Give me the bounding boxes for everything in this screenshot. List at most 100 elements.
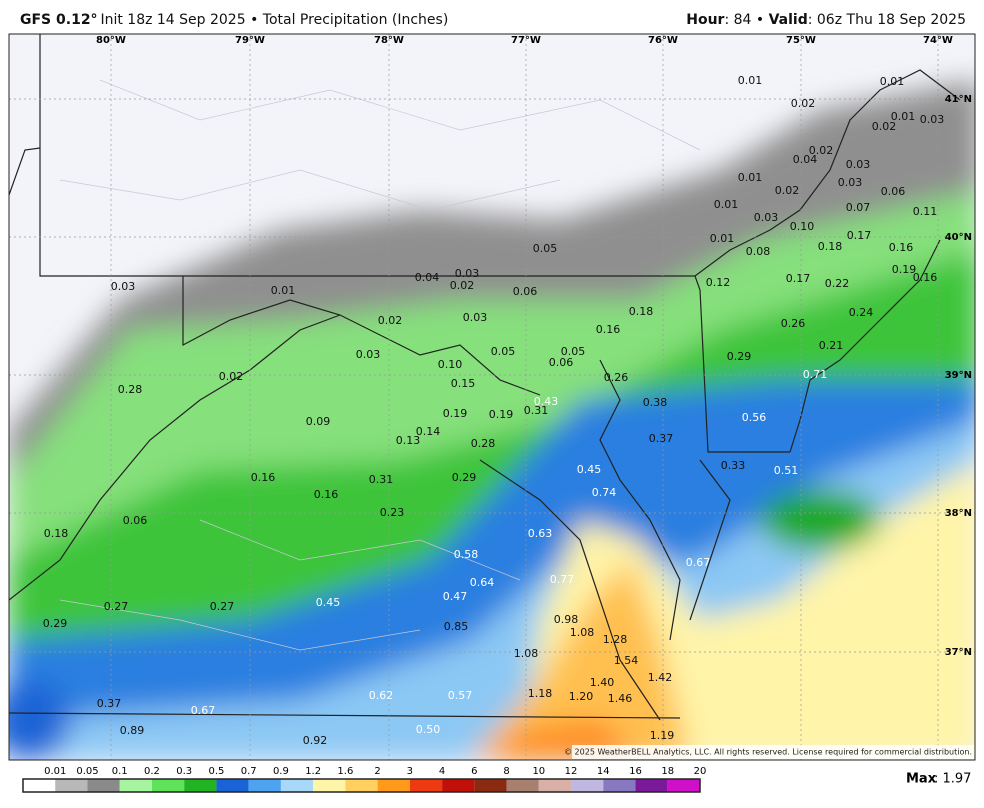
colorbar-tick: 0.2 xyxy=(144,766,160,777)
colorbar-cell xyxy=(506,779,539,792)
colorbar-tick: 18 xyxy=(661,766,674,777)
precip-value: 0.17 xyxy=(786,272,811,285)
colorbar-tick: 0.05 xyxy=(76,766,98,777)
max-label: Max xyxy=(906,772,937,787)
colorbar-tick: 12 xyxy=(565,766,578,777)
precip-value: 0.47 xyxy=(443,590,468,603)
precip-value: 0.05 xyxy=(491,345,516,358)
precip-value: 0.17 xyxy=(847,229,872,242)
colorbar-tick: 2 xyxy=(374,766,380,777)
valid-label: Valid xyxy=(768,12,808,28)
precip-field xyxy=(9,34,975,760)
colorbar-cell xyxy=(345,779,378,792)
colorbar-cell xyxy=(216,779,249,792)
lon-label: 78°W xyxy=(374,35,404,46)
colorbar-cell xyxy=(538,779,572,792)
precip-value: 0.77 xyxy=(550,573,575,586)
precip-value: 0.05 xyxy=(533,242,558,255)
map-frame xyxy=(8,33,976,761)
precip-value: 0.01 xyxy=(891,110,916,123)
precip-value: 0.18 xyxy=(818,240,843,253)
precip-value: 0.06 xyxy=(123,514,148,527)
lon-label: 74°W xyxy=(923,35,953,46)
colorbar-cell xyxy=(571,779,604,792)
footer: 0.01 0.05 0.1 0.2 0.3 0.5 0.7 0.9 1.2 1.6 2 3 4 6 8 10 1… xyxy=(22,766,971,793)
hour-label: Hour xyxy=(686,12,725,28)
colorbar: 0.01 0.05 0.1 0.2 0.3 0.5 0.7 0.9 1.2 1.6 2 3 4 6 8 10 1… xyxy=(22,766,707,793)
max-value: : 1.97 xyxy=(934,772,971,787)
copyright-box xyxy=(572,745,974,759)
valid-time: Hour: 84 • Valid: 06z Thu 18 Sep 2025 xyxy=(686,12,966,28)
colorbar-tick: 3 xyxy=(407,766,413,777)
precip-value: 1.18 xyxy=(528,687,553,700)
precip-value: 0.03 xyxy=(754,211,779,224)
colorbar-tick: 0.7 xyxy=(241,766,257,777)
precip-value: 0.02 xyxy=(450,279,475,292)
precip-value: 0.27 xyxy=(104,600,129,613)
precip-value: 0.31 xyxy=(524,404,549,417)
precip-value: 0.15 xyxy=(451,377,476,390)
colorbar-cell xyxy=(667,779,700,792)
colorbar-cell xyxy=(23,779,56,792)
precip-value: 0.03 xyxy=(356,348,381,361)
precip-value: 0.02 xyxy=(809,144,834,157)
precip-value: 0.03 xyxy=(455,267,480,280)
precip-value: 0.67 xyxy=(686,556,711,569)
colorbar-cell xyxy=(55,779,88,792)
colorbar-tick: 1.2 xyxy=(305,766,321,777)
precip-value: 0.33 xyxy=(721,459,746,472)
colorbar-tick: 14 xyxy=(597,766,610,777)
precip-value: 0.12 xyxy=(706,276,731,289)
colorbar-tick: 10 xyxy=(532,766,545,777)
precip-value: 0.18 xyxy=(629,305,654,318)
precip-value: 0.27 xyxy=(210,600,235,613)
precip-value: 0.51 xyxy=(774,464,799,477)
colorbar-tick: 20 xyxy=(694,766,707,777)
header: GFS 0.12° Init 18z 14 Sep 2025 • Total P… xyxy=(0,0,984,34)
precip-value: 0.07 xyxy=(846,201,871,214)
precip-value: 1.42 xyxy=(648,671,673,684)
map: 80°W 79°W 78°W 77°W 76°W 75°W 74°W 41°N 40°N 39°N… xyxy=(8,33,976,761)
lat-label: 38°N xyxy=(945,508,972,519)
precip-value: 0.01 xyxy=(710,232,735,245)
precip-value: 0.14 xyxy=(416,425,441,438)
precip-value: 0.16 xyxy=(251,471,276,484)
precip-value: 0.63 xyxy=(528,527,553,540)
precip-value: 0.06 xyxy=(549,356,574,369)
lon-label: 75°W xyxy=(786,35,816,46)
lon-label: 80°W xyxy=(96,35,126,46)
precip-value: 0.05 xyxy=(561,345,586,358)
precip-value: 0.62 xyxy=(369,689,394,702)
precip-value: 0.74 xyxy=(592,486,617,499)
colorbar-cell xyxy=(280,779,314,792)
colorbar-tick: 0.9 xyxy=(273,766,289,777)
precip-value: 0.02 xyxy=(378,314,403,327)
precip-value: 0.22 xyxy=(825,277,850,290)
precip-value: 0.57 xyxy=(448,689,473,702)
colorbar-cell xyxy=(87,779,120,792)
precip-value: 0.01 xyxy=(738,171,763,184)
precip-value: 0.58 xyxy=(454,548,479,561)
precip-value: 0.02 xyxy=(791,97,816,110)
precip-value: 0.38 xyxy=(643,396,668,409)
precip-value: 0.01 xyxy=(738,74,763,87)
precip-value: 0.67 xyxy=(191,704,216,717)
colorbar-tick: 6 xyxy=(471,766,477,777)
labels: 80°W 79°W 78°W 77°W 76°W 75°W 74°W 41°N 40°N 39°N… xyxy=(43,35,972,747)
precip-value: 0.09 xyxy=(306,415,331,428)
precip-value: 0.03 xyxy=(838,176,863,189)
lat-label: 41°N xyxy=(945,94,972,105)
precip-value: 0.29 xyxy=(727,350,752,363)
precip-value: 0.21 xyxy=(819,339,844,352)
precip-value: 0.04 xyxy=(793,153,818,166)
precip-value: 0.02 xyxy=(872,120,897,133)
precip-value: 0.02 xyxy=(219,370,244,383)
lat-label: 37°N xyxy=(945,647,972,658)
precip-value: 0.02 xyxy=(775,184,800,197)
precip-value: 1.28 xyxy=(603,633,628,646)
precip-value: 0.06 xyxy=(513,285,538,298)
precip-value: 1.19 xyxy=(650,729,675,742)
colorbar-cell xyxy=(409,779,443,792)
precip-value: 0.29 xyxy=(43,617,68,630)
